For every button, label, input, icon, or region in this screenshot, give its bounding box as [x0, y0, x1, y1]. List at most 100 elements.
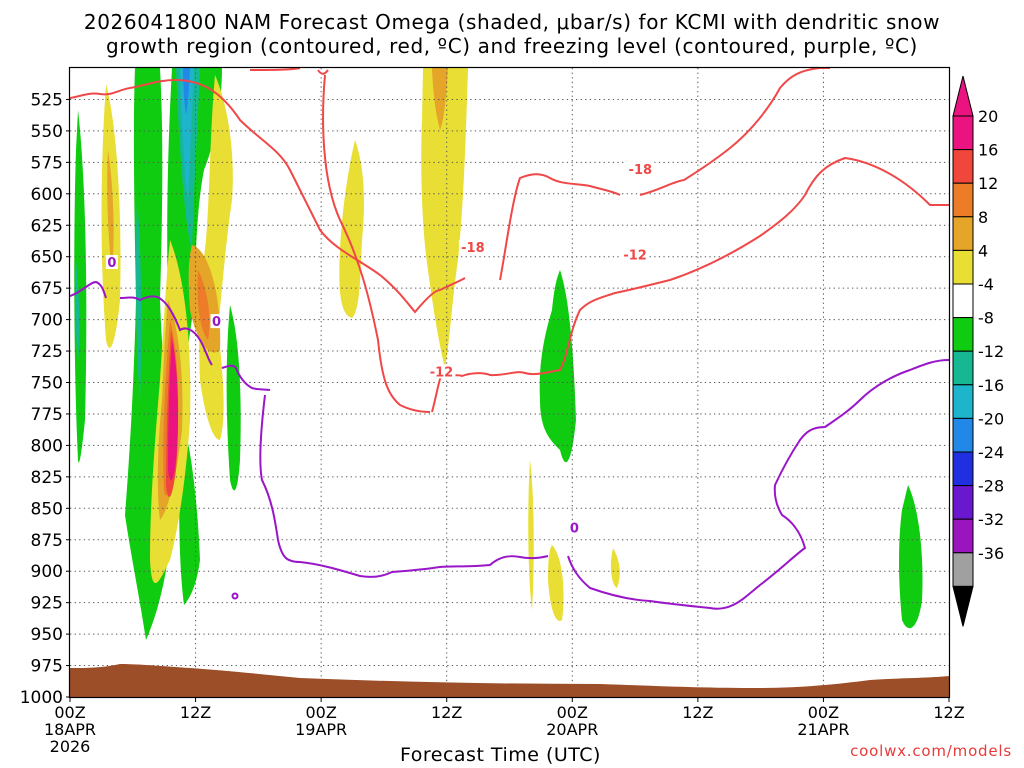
contour-label: -18: [629, 163, 653, 178]
omega-shade: [548, 545, 564, 621]
freezing-contour: [259, 394, 549, 578]
freezing-contour-dot: [231, 592, 239, 600]
site-credit: coolwx.com/models: [850, 742, 1012, 760]
y-tick-label: 925: [31, 594, 63, 614]
omega-shade: [432, 68, 448, 130]
y-tick-label: 550: [31, 122, 63, 142]
colorbar-bin: [952, 350, 974, 386]
contour-label-bg: [626, 161, 655, 176]
colorbar-bin: [952, 485, 974, 520]
colorbar-bin: [952, 552, 974, 587]
omega-shade: [180, 68, 194, 200]
x-tick-label: 12Z: [180, 703, 211, 722]
colorbar-label: 20: [978, 107, 998, 126]
omega-shade: [528, 460, 534, 610]
omega-shade: [539, 270, 576, 463]
colorbar-label: -16: [978, 376, 1004, 395]
y-tick-label: 650: [31, 248, 63, 268]
omega-shade: [197, 270, 210, 340]
contour-label: 0: [570, 521, 579, 536]
dgz-contour: [249, 68, 301, 71]
colorbar-bin: [952, 249, 974, 285]
x-tick-label: 12Z: [682, 703, 713, 722]
dgz-contour: [639, 68, 830, 196]
colorbar-label: -36: [978, 544, 1004, 563]
colorbar-arrow-top: [952, 75, 974, 117]
x-tick-label: 12Z: [431, 703, 462, 722]
dgz-contour: [499, 173, 621, 281]
contour-label-bg: [621, 247, 650, 262]
colorbar-bin: [952, 384, 974, 419]
colorbar-label: -28: [978, 477, 1004, 496]
dgz-contour: [317, 69, 329, 75]
freezing-contour: [567, 359, 949, 610]
colorbar-bin: [952, 451, 974, 487]
colorbar-bin: [952, 518, 974, 554]
x-date-label: 19APR: [295, 720, 347, 739]
colorbar-bin: [952, 115, 974, 151]
colorbar-label: -24: [978, 443, 1004, 462]
dgz-contour: [322, 74, 431, 413]
x-tick-label: 00Z: [557, 703, 588, 722]
dgz-contour: [70, 78, 466, 314]
contour-label-bg: [568, 520, 581, 535]
contour-label-bg: [427, 364, 456, 379]
x-tick-label: 00Z: [808, 703, 839, 722]
colorbar-arrow-bottom: [952, 585, 974, 627]
omega-shade: [421, 68, 468, 368]
y-tick-label: 600: [31, 185, 63, 205]
omega-shade: [226, 305, 241, 491]
colorbar-label: -4: [978, 275, 994, 294]
y-tick-label: 875: [31, 531, 63, 551]
colorbar-bin: [952, 317, 974, 352]
y-tick-label: 850: [31, 499, 63, 519]
dgz-contour: [431, 156, 949, 413]
contour-label-bg: [210, 314, 223, 329]
terrain-fill: [70, 664, 949, 697]
colorbar-label: 12: [978, 174, 998, 193]
omega-shade: [107, 150, 114, 270]
y-tick-label: 525: [31, 90, 63, 110]
contour-label-bg: [458, 239, 487, 254]
contour-label-bg: [105, 254, 118, 269]
colorbar-label: -8: [978, 309, 994, 328]
colorbar-bin: [952, 417, 974, 453]
y-tick-label: 750: [31, 374, 63, 394]
y-tick-label: 900: [31, 562, 63, 582]
y-tick-label: 775: [31, 405, 63, 425]
y-tick-label: 800: [31, 436, 63, 456]
y-tick-label: 675: [31, 279, 63, 299]
x-tick-label: 12Z: [933, 703, 964, 722]
y-tick-label: 825: [31, 468, 63, 488]
chart-title-line2: growth region (contoured, red, ºC) and f…: [106, 34, 918, 58]
colorbar-label: -32: [978, 510, 1004, 529]
colorbar-label: -12: [978, 342, 1004, 361]
freezing-contour: [70, 280, 271, 391]
omega-shade: [74, 110, 87, 463]
colorbar-label: 16: [978, 141, 998, 160]
x-tick-label: 00Z: [305, 703, 336, 722]
contour-label: -18: [461, 241, 485, 256]
y-tick-label: 1000: [20, 688, 63, 708]
omega-shade: [168, 340, 179, 481]
colorbar-label: 4: [978, 241, 988, 260]
y-tick-label: 950: [31, 625, 63, 645]
colorbar: 20 16 12 8 4 -4 -8 -12 -16 -20 -24 -28 -32 -36: [952, 75, 1004, 627]
contour-label: -12: [623, 248, 647, 263]
contour-label: -12: [430, 365, 454, 380]
y-tick-label: 700: [31, 311, 63, 331]
colorbar-bin: [952, 283, 974, 319]
x-axis-title: Forecast Time (UTC): [400, 744, 601, 766]
y-tick-label: 725: [31, 342, 63, 362]
contour-label: 0: [107, 256, 116, 271]
x-date-label: 21APR: [797, 720, 849, 739]
chart-title-line1: 2026041800 NAM Forecast Omega (shaded, μ…: [83, 10, 941, 34]
x-tick-label: 00Z: [54, 703, 85, 722]
y-tick-label: 625: [31, 216, 63, 236]
x-date-label: 20APR: [546, 720, 598, 739]
colorbar-bin: [952, 216, 974, 251]
omega-shade: [899, 485, 923, 629]
omega-shade: [610, 548, 620, 588]
y-tick-label: 975: [31, 657, 63, 677]
